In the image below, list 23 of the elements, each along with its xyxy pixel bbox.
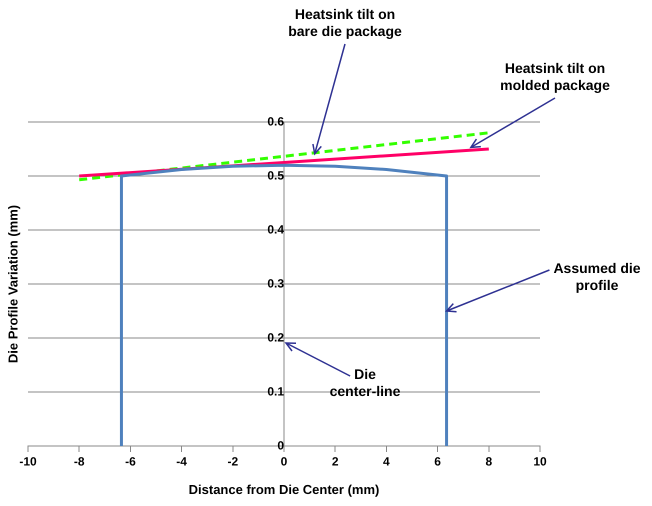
y-tick-label: 0.1 <box>267 384 284 398</box>
x-tick-label: 10 <box>533 454 547 469</box>
annotation: Assumed die profile <box>553 260 641 293</box>
y-tick-label: 0.5 <box>267 168 284 182</box>
y-tick-label: 0.4 <box>267 222 284 236</box>
y-axis-title: Die Profile Variation (mm) <box>6 204 21 364</box>
y-tick-label: 0.2 <box>267 330 284 344</box>
x-tick-label: -4 <box>176 454 188 469</box>
x-tick-label: -8 <box>74 454 85 469</box>
annotation: Heatsink tilt on molded package <box>500 60 610 93</box>
y-tick-label: 0.3 <box>267 276 284 290</box>
annotation: Heatsink tilt on bare die package <box>288 6 402 39</box>
x-tick-label: -2 <box>227 454 238 469</box>
x-tick-label: 8 <box>485 454 492 469</box>
x-tick-label: 4 <box>383 454 390 469</box>
x-tick-label: 2 <box>332 454 339 469</box>
x-tick-label: 6 <box>434 454 442 469</box>
y-tick-label: 0.6 <box>267 114 284 128</box>
x-tick-label: -10 <box>19 454 37 469</box>
y-tick-label: 0 <box>277 438 284 452</box>
annotation: Die center-line <box>330 366 401 399</box>
x-axis-title: Distance from Die Center (mm) <box>188 482 380 497</box>
x-tick-label: -6 <box>125 454 136 469</box>
